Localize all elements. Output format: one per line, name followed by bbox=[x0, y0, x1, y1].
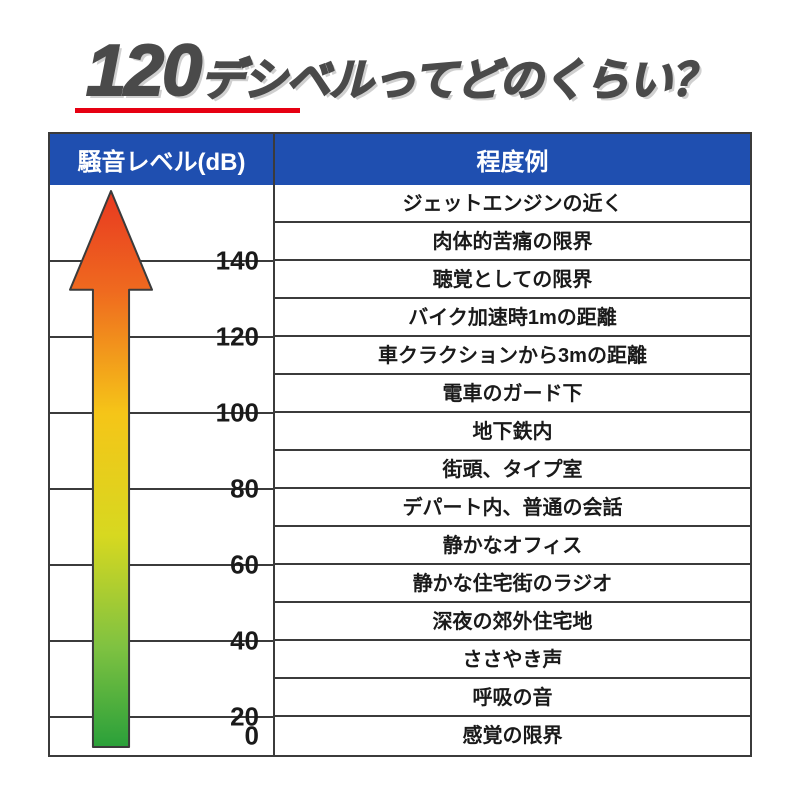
db-value: 80 bbox=[230, 474, 259, 505]
db-value: 0 bbox=[245, 721, 259, 752]
example-row: 肉体的苦痛の限界 bbox=[275, 223, 750, 261]
example-row: 呼吸の音 bbox=[275, 679, 750, 717]
example-row: 聴覚としての限界 bbox=[275, 261, 750, 299]
db-value: 120 bbox=[216, 322, 259, 353]
example-row: 地下鉄内 bbox=[275, 413, 750, 451]
example-row: 静かなオフィス bbox=[275, 527, 750, 565]
page-title: 120デシベルってどのくらい？ bbox=[30, 35, 770, 107]
example-row: ジェットエンジンの近く bbox=[275, 185, 750, 223]
db-level-column: 140120100806040200 bbox=[50, 185, 275, 755]
example-row: 深夜の郊外住宅地 bbox=[275, 603, 750, 641]
table-header-row: 騒音レベル(dB) 程度例 bbox=[50, 134, 750, 185]
examples-column: ジェットエンジンの近く肉体的苦痛の限界聴覚としての限界バイク加速時1mの距離車ク… bbox=[275, 185, 750, 755]
example-row: 街頭、タイプ室 bbox=[275, 451, 750, 489]
title-text-rest: デシベルってどのくらい？ bbox=[200, 56, 714, 105]
title-underline bbox=[75, 108, 300, 113]
db-value: 60 bbox=[230, 550, 259, 581]
example-row: バイク加速時1mの距離 bbox=[275, 299, 750, 337]
example-row: デパート内、普通の会話 bbox=[275, 489, 750, 527]
example-row: 静かな住宅街のラジオ bbox=[275, 565, 750, 603]
example-row: 電車のガード下 bbox=[275, 375, 750, 413]
header-left: 騒音レベル(dB) bbox=[50, 134, 275, 185]
db-value: 40 bbox=[230, 626, 259, 657]
db-value: 140 bbox=[216, 246, 259, 277]
example-row: 感覚の限界 bbox=[275, 717, 750, 755]
db-value: 100 bbox=[216, 398, 259, 429]
header-right: 程度例 bbox=[275, 134, 750, 185]
gradient-arrow-icon bbox=[68, 189, 154, 749]
decibel-table: 騒音レベル(dB) 程度例 140120100806040200 ジェットエンジ… bbox=[48, 132, 752, 757]
title-number: 120 bbox=[86, 31, 200, 111]
table-body: 140120100806040200 ジェットエンジンの近く肉体的苦痛の限界聴覚… bbox=[50, 185, 750, 755]
example-row: 車クラクションから3mの距離 bbox=[275, 337, 750, 375]
example-row: ささやき声 bbox=[275, 641, 750, 679]
